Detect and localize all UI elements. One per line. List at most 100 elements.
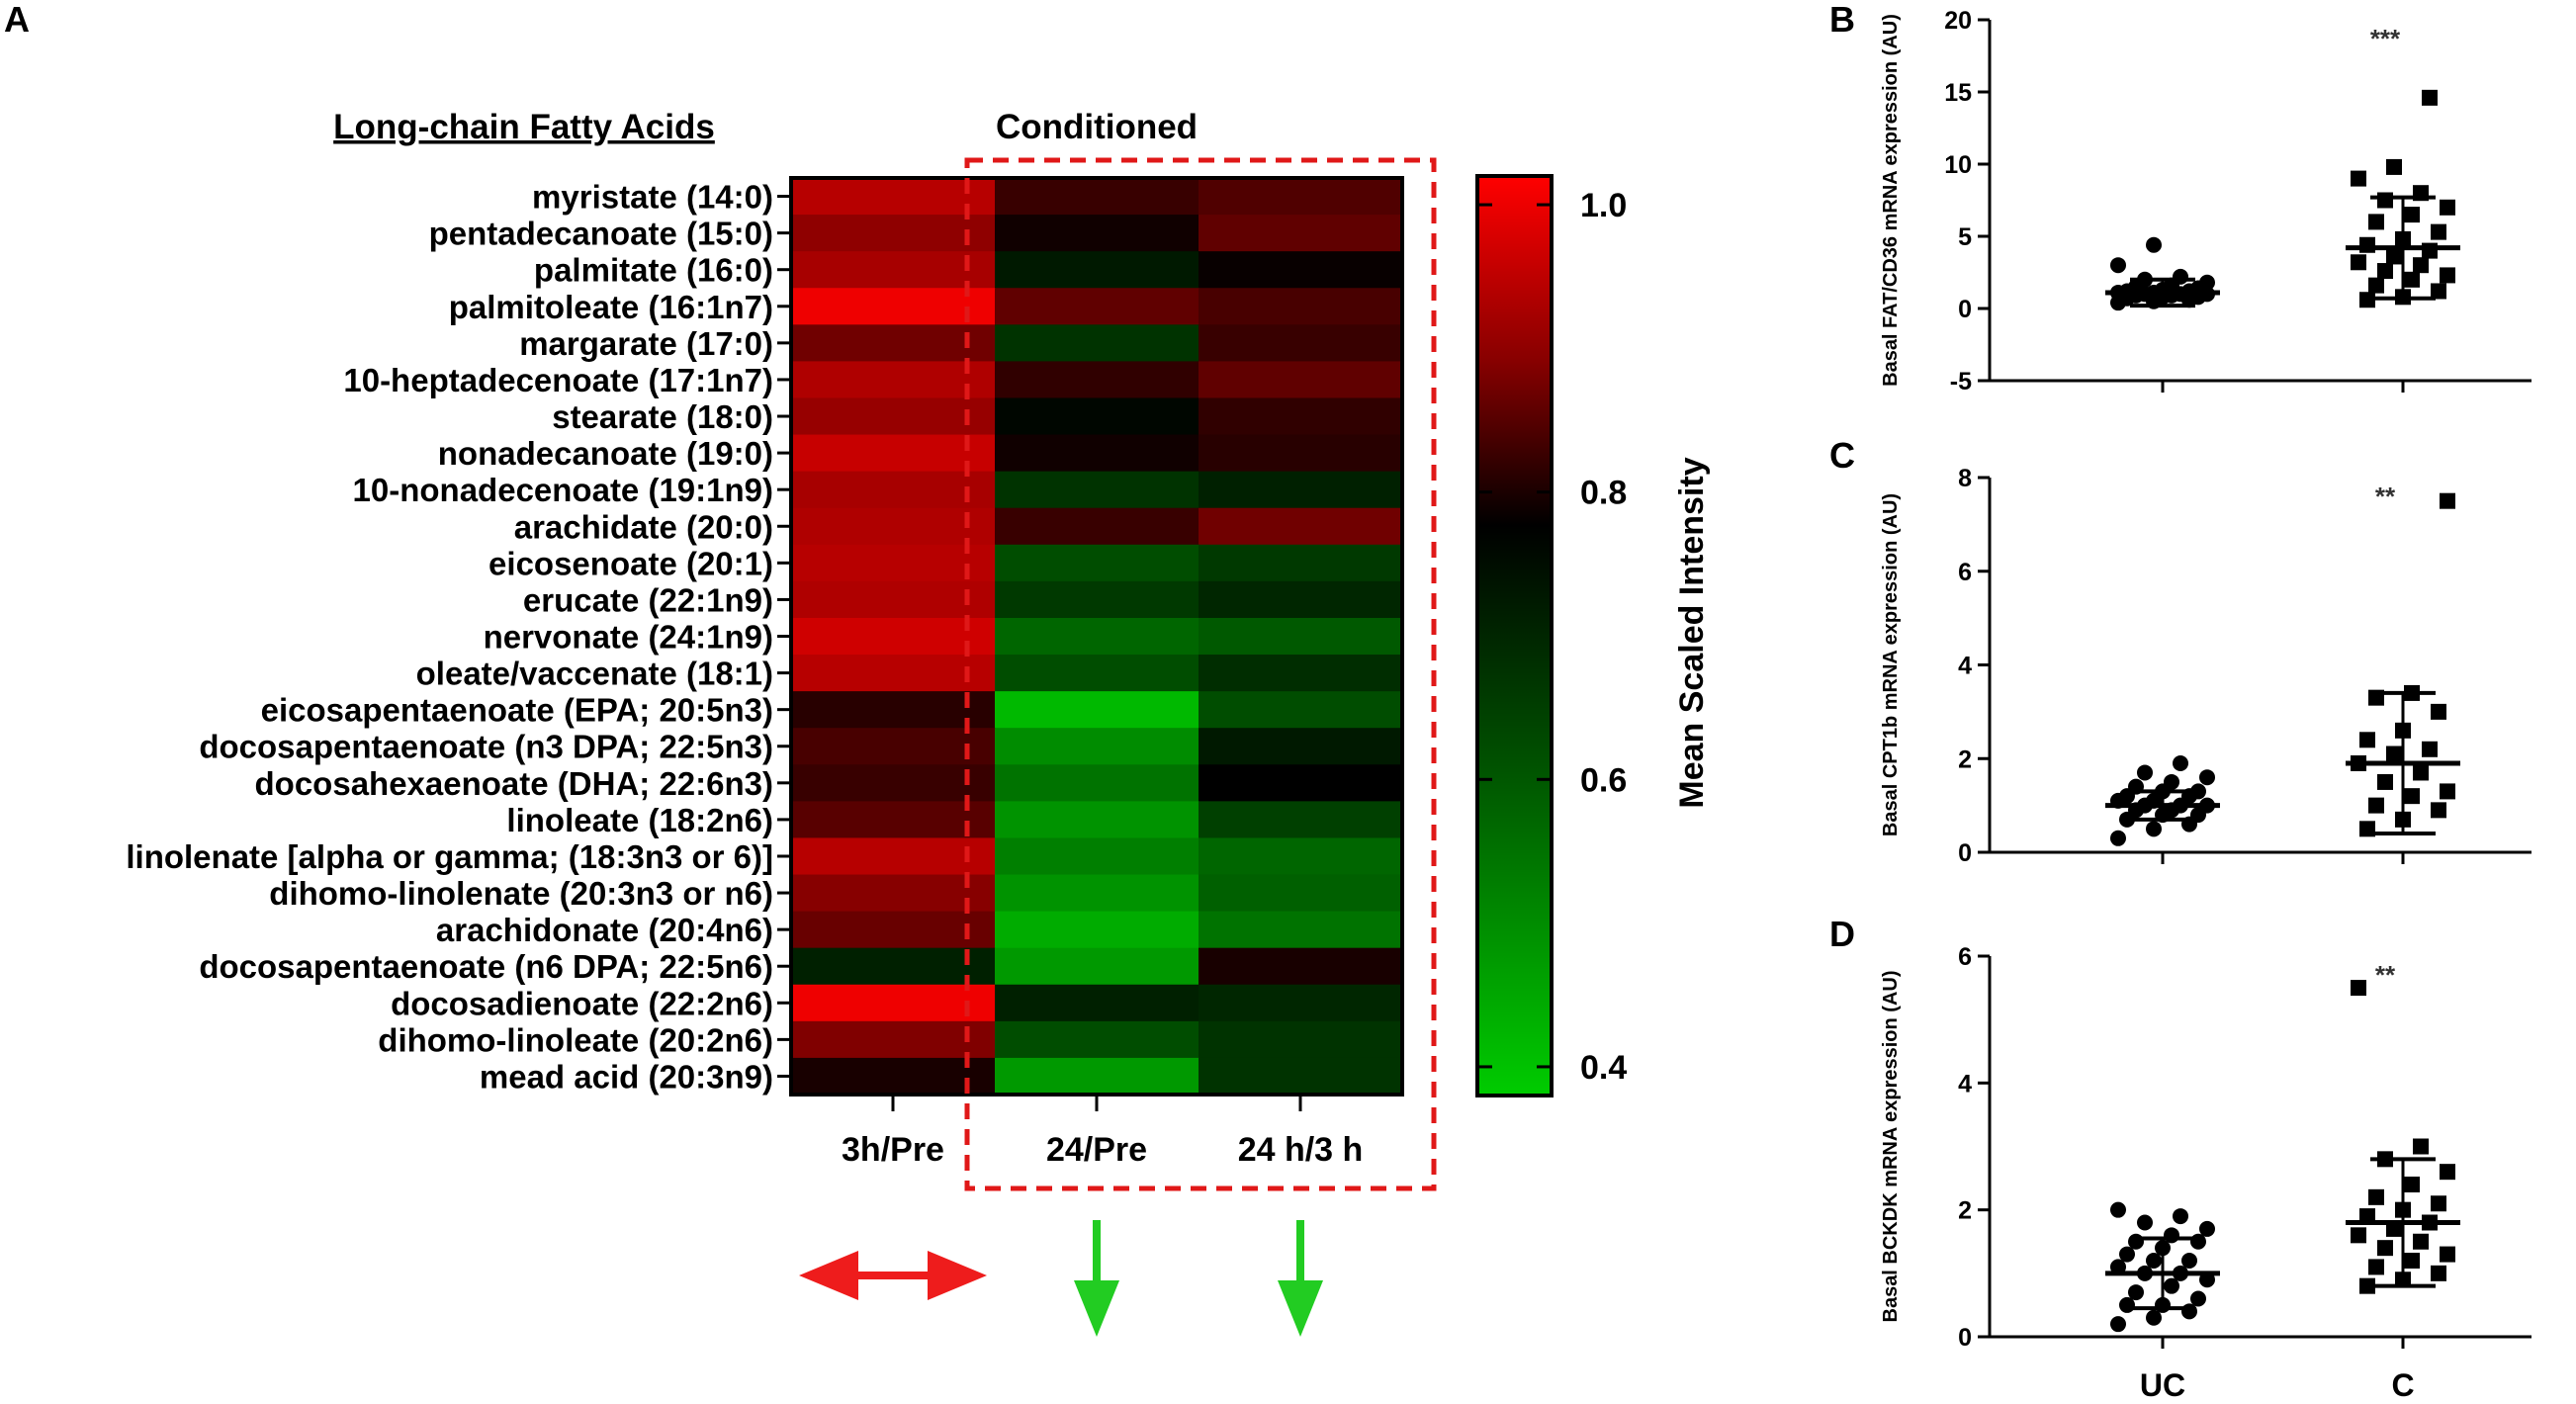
heatmap-cell [1199, 544, 1403, 582]
heatmap-cell [1199, 984, 1403, 1022]
data-point-circle [2173, 268, 2188, 285]
heatmap-cells [791, 178, 1403, 1096]
significance-marker: ** [2375, 960, 2396, 990]
data-point-square [2440, 1246, 2455, 1263]
heatmap-row-label: eicosapentaenoate (EPA; 20:5n3) [261, 692, 773, 729]
heatmap-frame [789, 176, 1404, 1097]
heatmap-row-label: erucate (22:1n9) [523, 581, 773, 618]
data-point-circle [2164, 773, 2179, 790]
heatmap-cell [1199, 1057, 1403, 1096]
data-point-square [2351, 170, 2366, 187]
direction-arrows [799, 1220, 1323, 1337]
heatmap-cell [995, 837, 1199, 876]
data-point-square [2368, 277, 2384, 294]
down-arrow-head-icon [1074, 1280, 1119, 1337]
heatmap-column-label: 3h/Pre [842, 1131, 944, 1169]
heatmap-cell [791, 361, 996, 399]
y-axis-label: Basal BCKDK mRNA expression (AU) [1880, 971, 1902, 1323]
heatmap-row-label: myristate (14:0) [532, 179, 773, 216]
data-point-circle [2181, 1253, 2197, 1269]
left-arrow-head-icon [799, 1251, 858, 1300]
colorbar [1475, 174, 1554, 1097]
colorbar-tick-label: 1.0 [1580, 187, 1627, 224]
panel-label: B [1829, 0, 1855, 40]
data-point-square [2377, 263, 2393, 280]
heatmap-column-labels: 3h/Pre 24/Pre 24 h/3 h [842, 1131, 1363, 1169]
heatmap-cell [791, 324, 996, 362]
heatmap-cell [791, 1057, 996, 1096]
heatmap-row-label: mead acid (20:3n9) [480, 1058, 773, 1095]
heatmap-cell [995, 580, 1199, 619]
data-point-square [2431, 703, 2446, 720]
heatmap-cell [995, 911, 1199, 949]
y-tick-label: 20 [1944, 7, 1972, 35]
data-point-square [2422, 89, 2438, 106]
heatmap-cell [1199, 837, 1403, 876]
panel-label: C [1829, 435, 1855, 476]
data-point-square [2422, 741, 2438, 757]
heatmap-cell [995, 691, 1199, 729]
heatmap-row-label: margarate (17:0) [519, 325, 773, 362]
data-point-square [2359, 1277, 2375, 1294]
y-tick-label: 4 [1958, 1070, 1972, 1097]
data-point-circle [2190, 783, 2206, 800]
data-point-square [2440, 1164, 2455, 1181]
data-point-circle [2137, 764, 2153, 781]
heatmap-cell [791, 288, 996, 325]
heatmap-cell [1199, 801, 1403, 839]
heatmap-cell [995, 324, 1199, 362]
data-point-square [2431, 223, 2446, 240]
heatmap-row-label: linoleate (18:2n6) [506, 802, 773, 838]
heatmap-row-label: palmitate (16:0) [534, 252, 773, 289]
data-point-square [2413, 1138, 2429, 1155]
heatmap-cell [791, 617, 996, 656]
data-point-square [2431, 1265, 2446, 1281]
x-category-label: UC [2140, 1367, 2185, 1403]
row-header: Long-chain Fatty Acids [333, 108, 715, 146]
heatmap-cell [791, 1020, 996, 1059]
data-point-circle [2146, 1309, 2162, 1326]
data-point-square [2440, 199, 2455, 216]
heatmap-cell [995, 471, 1199, 509]
y-axis-label: Basal CPT1b mRNA expression (AU) [1880, 493, 1902, 836]
heatmap-column-label: 24 h/3 h [1238, 1131, 1364, 1169]
heatmap-column-label: 24/Pre [1046, 1131, 1147, 1169]
data-point-circle [2190, 1290, 2206, 1307]
heatmap-row-label: nervonate (24:1n9) [484, 619, 773, 656]
heatmap-cell [995, 984, 1199, 1022]
data-point-square [2413, 764, 2429, 781]
data-point-circle [2173, 1208, 2188, 1225]
panel-a-label: A [4, 0, 30, 40]
heatmap-cell [791, 544, 996, 582]
heatmap-row-label: linolenate [alpha or gamma; (18:3n3 or 6… [126, 838, 773, 875]
heatmap-cell [791, 801, 996, 839]
data-point-square [2351, 1227, 2366, 1244]
y-tick-label: 0 [1958, 296, 1972, 323]
y-tick-label: 0 [1958, 1324, 1972, 1352]
data-point-circle [2128, 1233, 2144, 1250]
heatmap-cell [791, 178, 996, 216]
heatmap-cell [1199, 397, 1403, 436]
y-tick-label: 2 [1958, 746, 1972, 773]
heatmap-row-label: 10-nonadecenoate (19:1n9) [353, 472, 773, 508]
data-point-square [2351, 254, 2366, 271]
heatmap-cell [995, 288, 1199, 325]
data-point-circle [2173, 754, 2188, 771]
heatmap-cell [995, 617, 1199, 656]
heatmap-cell [995, 1020, 1199, 1059]
heatmap-row-label: docosahexaenoate (DHA; 22:6n3) [255, 765, 773, 802]
data-point-circle [2128, 1284, 2144, 1301]
heatmap-cell [995, 544, 1199, 582]
heatmap-cell [995, 397, 1199, 436]
heatmap-cell [791, 397, 996, 436]
heatmap-cell [1199, 874, 1403, 913]
heatmap-cell [791, 728, 996, 765]
heatmap-cell [995, 507, 1199, 546]
heatmap-cell [1199, 178, 1403, 216]
y-tick-label: 8 [1958, 465, 1972, 492]
heatmap-cell [995, 434, 1199, 473]
data-point-square [2404, 1177, 2420, 1192]
heatmap-cell [1199, 911, 1403, 949]
panel-label: D [1829, 914, 1855, 954]
